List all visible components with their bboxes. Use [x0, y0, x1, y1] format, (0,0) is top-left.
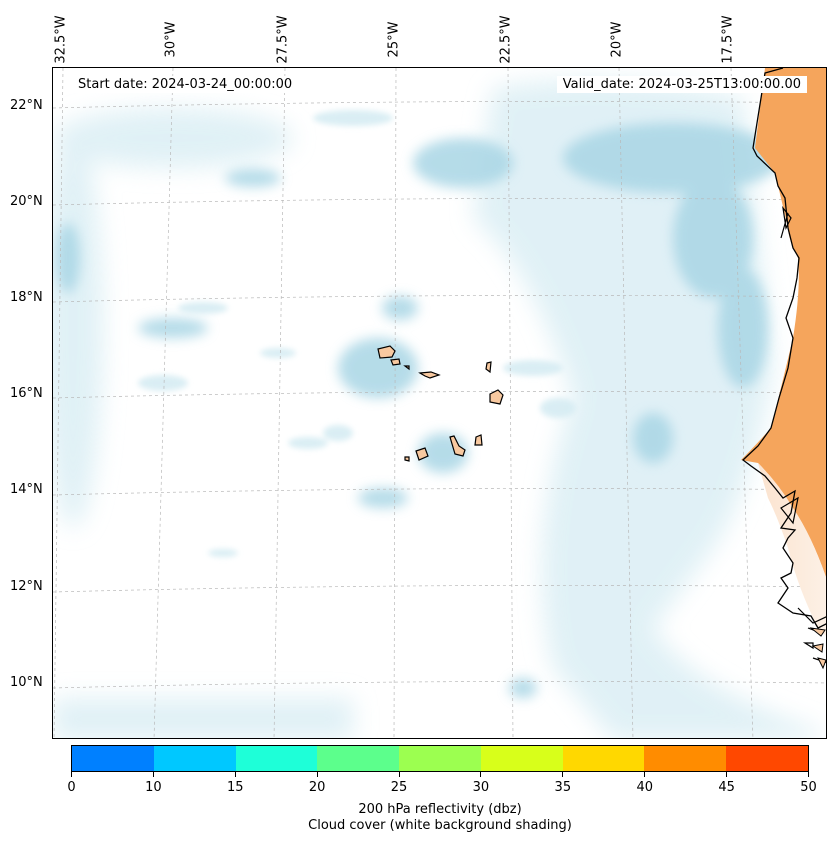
colorbar-segment-1 [153, 746, 236, 771]
african-coast [741, 68, 826, 670]
colorbar-tick-label: 30 [472, 780, 490, 795]
island-fogo [415, 447, 429, 461]
island-brava [404, 456, 410, 462]
colorbar-tick-label: 0 [67, 780, 76, 795]
colorbar-tick-label: 35 [554, 780, 572, 795]
lon-label-20w: 20°W [609, 21, 625, 58]
lat-label-18n: 18°N [10, 290, 43, 305]
colorbar-tick-label: 25 [390, 780, 408, 795]
colorbar-tick [726, 772, 728, 777]
lon-label-22-5w: 22.5°W [498, 15, 514, 64]
lat-label-20n: 20°N [10, 194, 43, 209]
colorbar [71, 745, 809, 772]
lon-label-17-5w: 17.5°W [720, 15, 736, 64]
valid-date-label: Valid_date: 2024-03-25T13:00:00.00 [556, 76, 807, 93]
colorbar-segment-7 [644, 746, 727, 771]
lat-label-12n: 12°N [10, 579, 43, 594]
colorbar-tick-label: 40 [636, 780, 653, 795]
cape-verde-islands [377, 345, 504, 462]
colorbar-segment-0 [72, 746, 154, 771]
colorbar-tick [71, 772, 72, 777]
lon-label-32-5w: 32.5°W [53, 15, 69, 64]
colorbar-tick-label: 20 [308, 780, 326, 795]
island-sao-nicolau [418, 371, 441, 379]
colorbar-title: 200 hPa reflectivity (dbz) [358, 802, 522, 817]
colorbar-tick [808, 772, 809, 777]
lat-label-16n: 16°N [10, 386, 43, 401]
map-panel [52, 67, 827, 739]
start-date-label: Start date: 2024-03-24_00:00:00 [72, 76, 299, 93]
colorbar-tick [152, 772, 154, 777]
colorbar-tick [234, 772, 236, 777]
colorbar-tick [562, 772, 564, 777]
colorbar-segment-6 [562, 746, 645, 771]
colorbar-segment-3 [317, 746, 400, 771]
colorbar-segment-2 [235, 746, 318, 771]
colorbar-tick-label: 50 [800, 780, 817, 795]
colorbar-segment-5 [480, 746, 563, 771]
cloud-cover-layer [53, 80, 826, 738]
colorbar-tick-label: 15 [226, 780, 244, 795]
island-santo-antao [377, 345, 396, 359]
colorbar-tick [398, 772, 400, 777]
map-canvas [53, 68, 826, 738]
island-santiago [449, 435, 466, 457]
graticule [53, 68, 826, 738]
island-santa-luzia [403, 365, 410, 371]
island-boa-vista [489, 389, 504, 405]
lon-label-27-5w: 27.5°W [275, 15, 291, 64]
island-maio [474, 434, 483, 446]
lat-label-22n: 22°N [10, 98, 43, 113]
colorbar-tick-label: 10 [145, 780, 162, 795]
lon-label-30w: 30°W [163, 21, 179, 58]
island-sal [485, 361, 492, 374]
bijagos-islands [809, 627, 826, 670]
colorbar-subtitle: Cloud cover (white background shading) [308, 818, 572, 833]
lon-label-25w: 25°W [386, 21, 402, 58]
lat-label-10n: 10°N [10, 675, 43, 690]
island-sao-vicente [390, 358, 401, 366]
lat-label-14n: 14°N [10, 482, 43, 497]
colorbar-tick [480, 772, 482, 777]
colorbar-segment-8 [726, 746, 809, 771]
colorbar-tick-label: 45 [718, 780, 735, 795]
land-gambia-guinea [758, 463, 826, 636]
colorbar-tick [316, 772, 318, 777]
colorbar-segment-4 [399, 746, 481, 771]
land-mauritania-senegal [741, 68, 826, 578]
coastline [741, 68, 826, 629]
colorbar-tick [644, 772, 646, 777]
